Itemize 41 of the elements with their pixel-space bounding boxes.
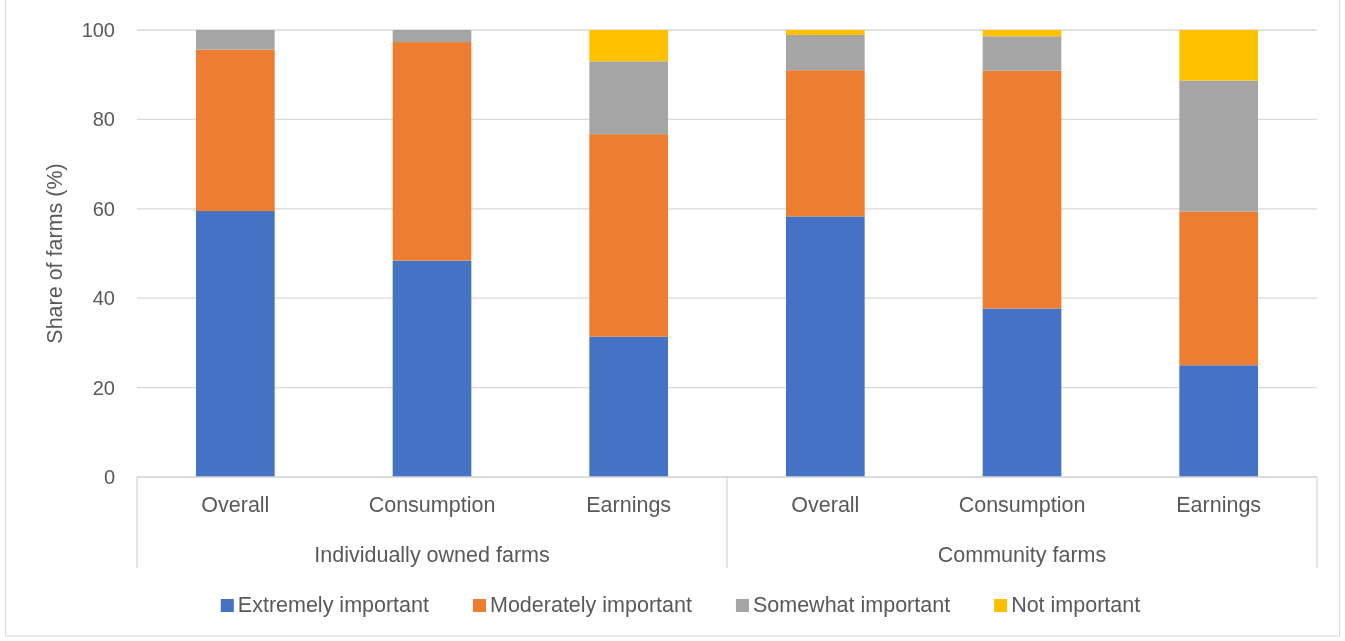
y-tick-label: 60	[92, 197, 115, 220]
bar	[1179, 30, 1258, 81]
bar	[982, 30, 1062, 37]
x-tick-label: Consumption	[958, 493, 1086, 518]
text: Community farms	[937, 543, 1107, 567]
legend-label: Not important	[1011, 593, 1141, 617]
y-tick-label: 80	[92, 108, 115, 131]
bar	[589, 61, 668, 135]
y-tick-label: 20	[92, 376, 115, 399]
bar	[589, 30, 668, 62]
bar	[786, 34, 865, 71]
bar	[1179, 211, 1258, 366]
bar	[982, 308, 1062, 477]
bar	[196, 49, 275, 212]
x-tick-label: Consumption	[368, 493, 496, 518]
bar	[786, 216, 865, 477]
bar	[196, 211, 275, 477]
y-tick-label: 40	[92, 287, 115, 310]
bar	[589, 134, 668, 337]
x-tick-label: Overall	[791, 493, 860, 518]
x-tick-label: Earnings	[586, 493, 672, 518]
bar	[1179, 80, 1258, 212]
bar	[982, 70, 1062, 309]
bar	[392, 260, 472, 477]
bar	[392, 42, 472, 261]
legend-label: Somewhat important	[752, 593, 951, 617]
bar	[786, 30, 865, 35]
text: Individually owned farms	[314, 543, 550, 567]
bar	[589, 336, 668, 477]
legend-label: Extremely important	[237, 593, 430, 617]
bar	[392, 30, 472, 43]
y-tick-label: 100	[81, 18, 115, 41]
y-tick-label: 0	[103, 465, 115, 488]
x-tick-label: Overall	[201, 493, 270, 518]
x-tick-label: Earnings	[1176, 493, 1262, 518]
bar	[1179, 365, 1258, 477]
legend-label: Moderately important	[489, 593, 692, 617]
bar	[196, 30, 275, 50]
y-axis-title: Share of farms (%)	[43, 163, 67, 344]
bar	[786, 70, 865, 217]
bar	[982, 36, 1062, 71]
